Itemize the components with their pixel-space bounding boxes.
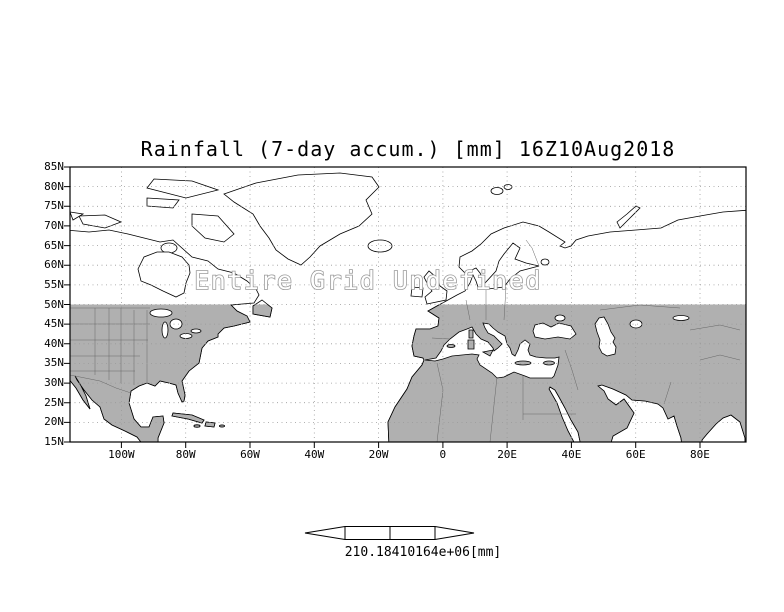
balearic-islands bbox=[446, 344, 456, 348]
lat-tick-label: 55N bbox=[44, 277, 64, 291]
political-borders bbox=[70, 239, 741, 442]
lat-tick-label: 35N bbox=[44, 356, 64, 370]
lat-tick-label: 45N bbox=[44, 317, 64, 331]
lon-tick-label: 100W bbox=[108, 448, 135, 461]
lat-tick-label: 60N bbox=[44, 258, 64, 272]
colorbar: 210.18410164e+06[mm] bbox=[304, 526, 502, 560]
lat-tick-label: 15N bbox=[44, 435, 64, 448]
colorbar-label: 210.18410164e+06[mm] bbox=[345, 545, 502, 560]
lon-axis-ticks bbox=[120, 442, 701, 448]
plot-title: Rainfall (7-day accum.) [mm] 16Z10Aug201… bbox=[140, 137, 676, 161]
lon-tick-label: 40W bbox=[304, 448, 325, 461]
sea-of-azov bbox=[554, 314, 566, 322]
lon-tick-label: 60E bbox=[625, 448, 646, 461]
lat-tick-label: 85N bbox=[44, 160, 64, 173]
lake-huron bbox=[169, 318, 183, 330]
lat-tick-label: 80N bbox=[44, 179, 64, 193]
lon-tick-label: 40E bbox=[561, 448, 582, 461]
hudson-bay bbox=[137, 251, 191, 298]
lat-tick-label: 50N bbox=[44, 297, 64, 311]
undefined-grid-message: Entire Grid Undefined bbox=[194, 266, 542, 295]
lon-tick-label: 80W bbox=[175, 448, 196, 461]
lat-tick-label: 40N bbox=[44, 336, 64, 350]
lon-tick-label: 20E bbox=[497, 448, 518, 461]
cyprus bbox=[543, 360, 555, 366]
colorbar-segment-dividers bbox=[344, 526, 436, 540]
caspian-sea bbox=[594, 316, 617, 357]
sardinia bbox=[467, 339, 475, 350]
lon-tick-label: 80E bbox=[690, 448, 710, 461]
lake-superior bbox=[149, 308, 173, 318]
lake-balkhash bbox=[672, 315, 690, 321]
lat-tick-label: 25N bbox=[44, 395, 64, 409]
lat-tick-label: 30N bbox=[44, 376, 64, 390]
lat-axis-ticks bbox=[64, 166, 70, 443]
land-below-50n-shaded bbox=[70, 304, 746, 442]
sicily bbox=[481, 349, 494, 357]
lake-ontario bbox=[190, 328, 202, 334]
crete bbox=[514, 360, 532, 366]
lon-tick-label: 60W bbox=[240, 448, 260, 461]
lon-tick-label: 0 bbox=[439, 448, 447, 461]
lake-ladoga bbox=[540, 258, 550, 266]
corsica bbox=[468, 329, 474, 339]
aral-sea bbox=[629, 319, 643, 329]
lon-tick-label: 20W bbox=[368, 448, 389, 461]
lat-tick-label: 20N bbox=[44, 415, 64, 429]
graticule-gridlines bbox=[70, 167, 746, 442]
lat-tick-label: 75N bbox=[44, 199, 64, 213]
lat-tick-label: 65N bbox=[44, 238, 64, 252]
lake-michigan bbox=[161, 321, 169, 339]
mediterranean-islands bbox=[446, 329, 555, 366]
black-sea bbox=[532, 322, 577, 340]
lat-tick-label: 70N bbox=[44, 218, 64, 232]
